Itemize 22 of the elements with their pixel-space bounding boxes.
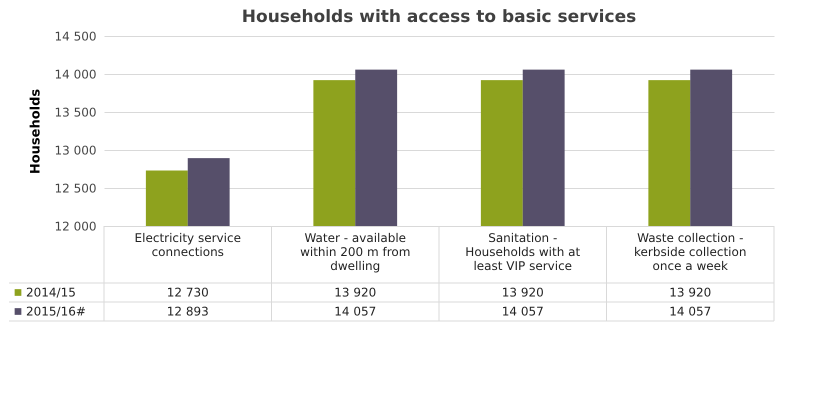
data-label: 14 057: [334, 304, 376, 318]
x-tick-label: Electricity service connections: [134, 231, 241, 259]
data-label: 14 057: [669, 304, 712, 318]
y-tick-label: 12 000: [54, 220, 96, 234]
y-tick-label: 14 000: [54, 68, 96, 82]
x-tick-label: Sanitation - Households with at least VIP service: [465, 231, 580, 273]
chart-title: Households with access to basic services: [242, 7, 636, 27]
y-tick-label: 13 000: [54, 144, 96, 158]
data-label: 13 920: [502, 286, 544, 300]
data-label: 13 920: [669, 286, 712, 300]
x-tick-label: Waste collection - kerbside collection once a week: [634, 231, 746, 273]
data-label: 14 057: [502, 304, 544, 318]
y-axis-title: Households: [28, 88, 44, 174]
data-label: 12 893: [166, 304, 209, 318]
data-label: 12 730: [166, 286, 209, 300]
y-tick-label: 14 500: [54, 30, 96, 44]
y-tick-label: 12 500: [54, 182, 96, 196]
data-label: 13 920: [334, 286, 376, 300]
legend-label: 2015/16#: [26, 304, 86, 318]
legend-label: 2014/15: [26, 286, 76, 300]
x-tick-label: Water - available within 200 m from dwelling: [300, 231, 410, 273]
y-tick-label: 13 500: [54, 106, 96, 120]
